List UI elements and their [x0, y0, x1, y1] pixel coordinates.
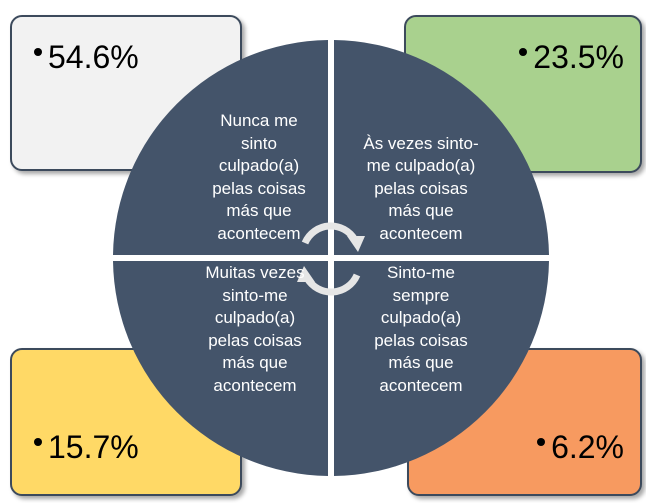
value: 15.7%	[48, 429, 139, 465]
quadrant	[334, 40, 549, 255]
value: 23.5%	[533, 39, 624, 75]
arrow	[303, 273, 361, 296]
arrow-heads	[297, 236, 365, 282]
quadrant	[113, 261, 328, 476]
value: 54.6%	[48, 39, 139, 75]
value: 6.2%	[551, 429, 624, 465]
arrow-head	[297, 266, 315, 282]
quadrant-label: Às vezes sinto-me culpado(a) pelas coisa…	[363, 133, 479, 243]
quadrant-label: Muitas vezes sinto-me culpado(a) pelas c…	[205, 263, 305, 395]
quadrant	[334, 261, 549, 476]
arrow-head	[347, 236, 365, 252]
quadrant-label: Nunca me sinto culpado(a) pelas coisas m…	[212, 111, 306, 243]
arrow	[301, 222, 359, 245]
quadrant-label: Sinto-me sempre culpado(a) pelas coisas …	[374, 263, 468, 395]
quadrant	[113, 40, 328, 255]
cycle-arrows	[301, 222, 361, 296]
